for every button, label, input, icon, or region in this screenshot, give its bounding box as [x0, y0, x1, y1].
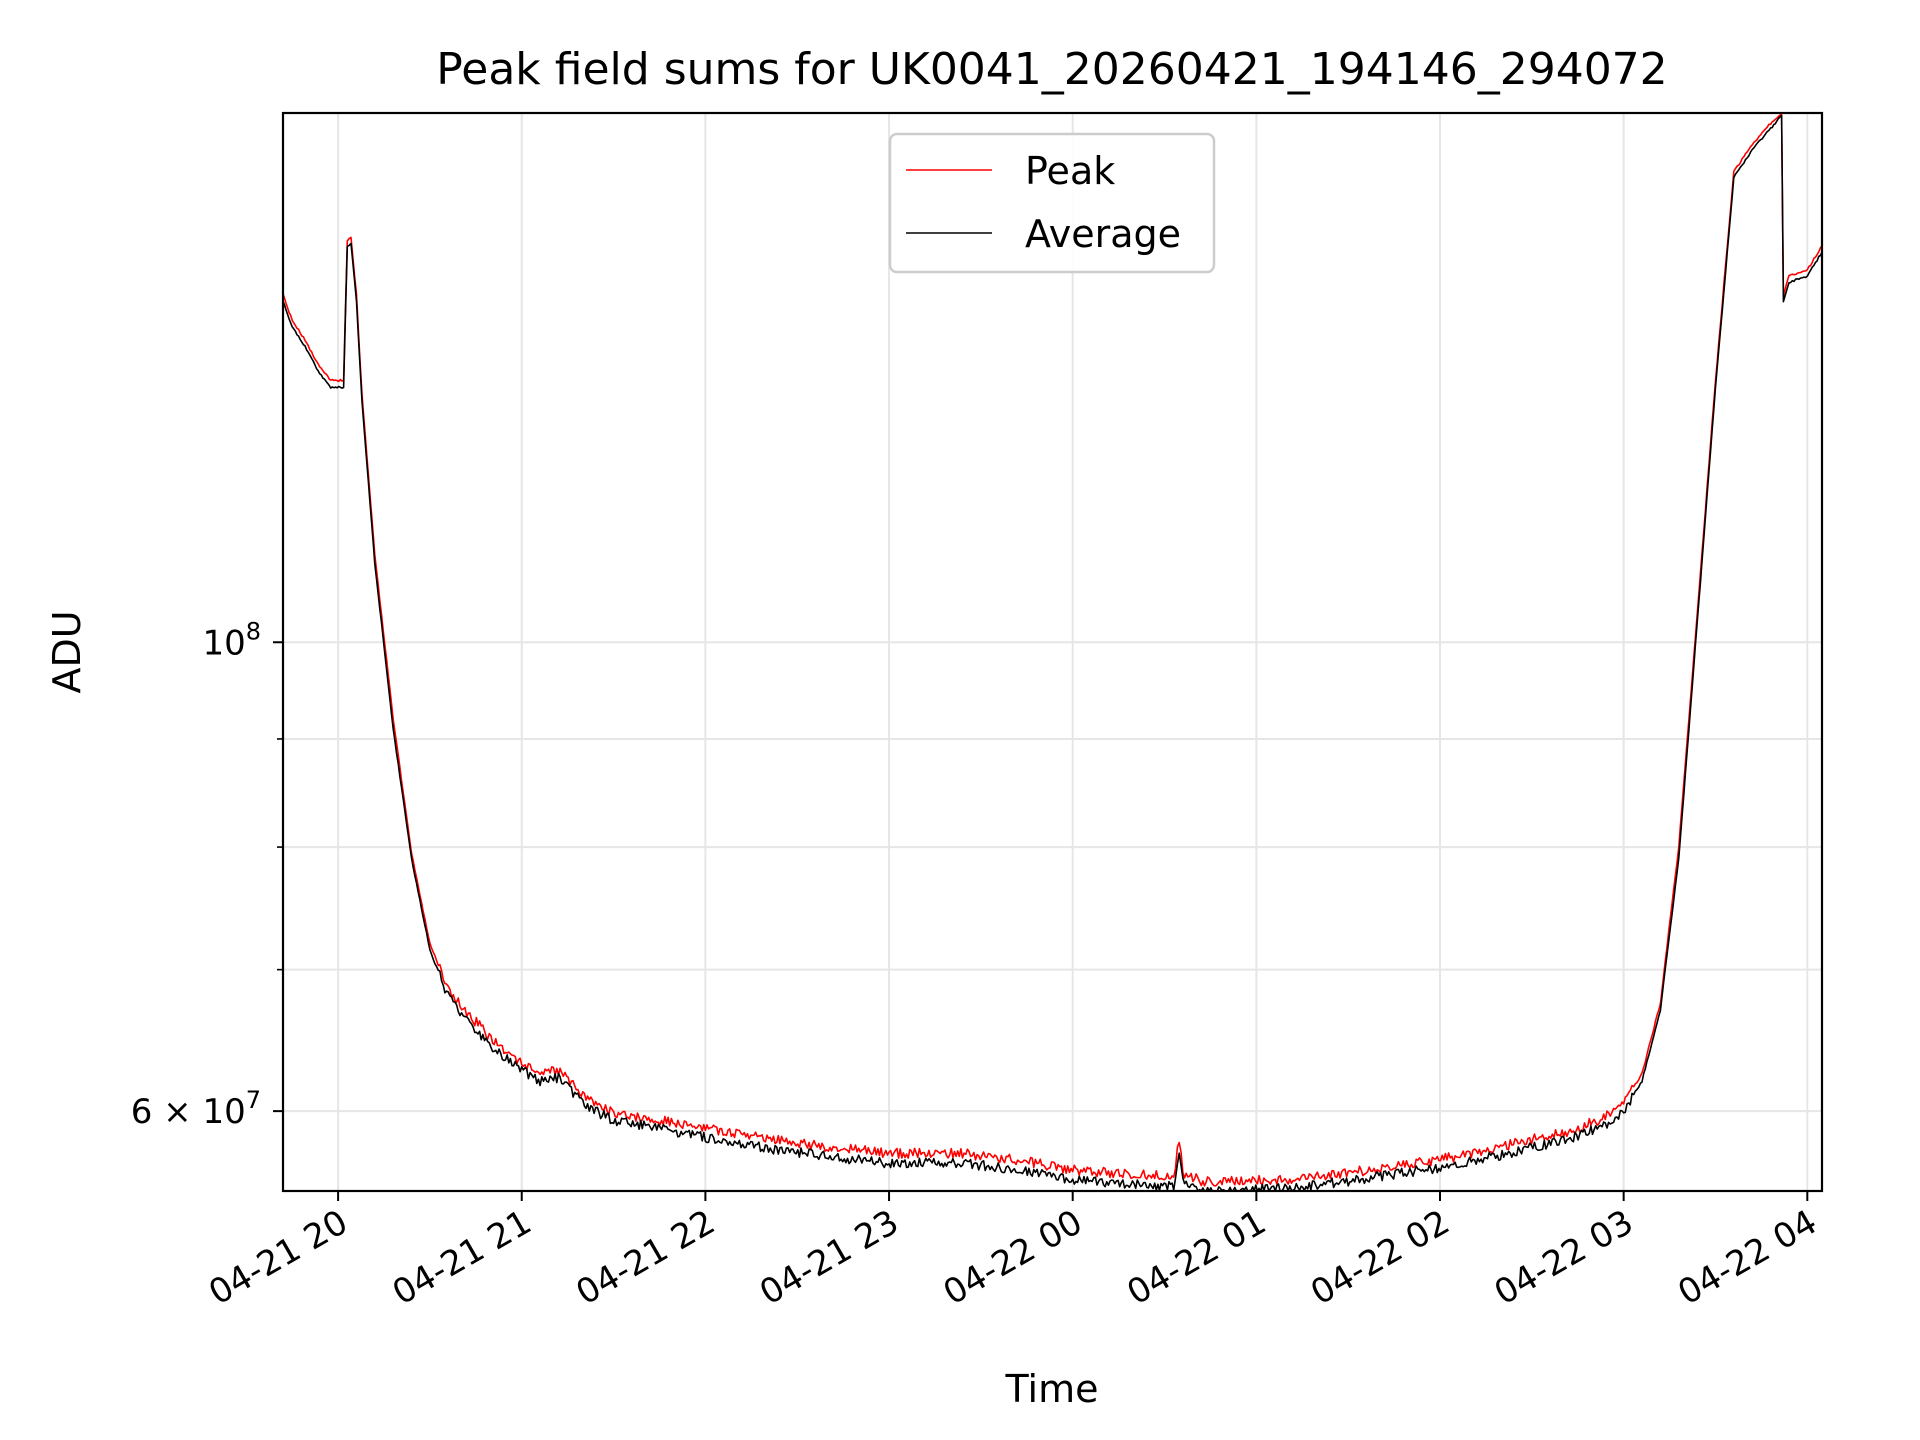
y-tick-label-base: 10: [202, 623, 245, 663]
series-line-peak: [282, 112, 1823, 1187]
legend-label-average: Average: [1025, 212, 1181, 256]
y-tick-label-exponent: 7: [246, 1086, 261, 1114]
legend-box: [888, 132, 1216, 274]
x-axis-label: Time: [1005, 1367, 1099, 1411]
series-line-average: [282, 114, 1823, 1192]
y-tick-label-base: 6 × 10: [131, 1092, 246, 1132]
y-tick-label: 6 × 107: [131, 1086, 261, 1132]
plot-frame: [281, 111, 1824, 1193]
y-tick-label-exponent: 8: [246, 617, 261, 645]
chart-title: Peak field sums for UK0041_20260421_1941…: [436, 44, 1667, 95]
series-lines: [282, 112, 1823, 1192]
y-axis-label: ADU: [45, 610, 89, 693]
legend: Peak Average: [888, 132, 1216, 274]
y-tick-label: 108: [202, 617, 261, 663]
grid-lines: [283, 113, 1822, 1191]
legend-label-peak: Peak: [1025, 149, 1115, 193]
